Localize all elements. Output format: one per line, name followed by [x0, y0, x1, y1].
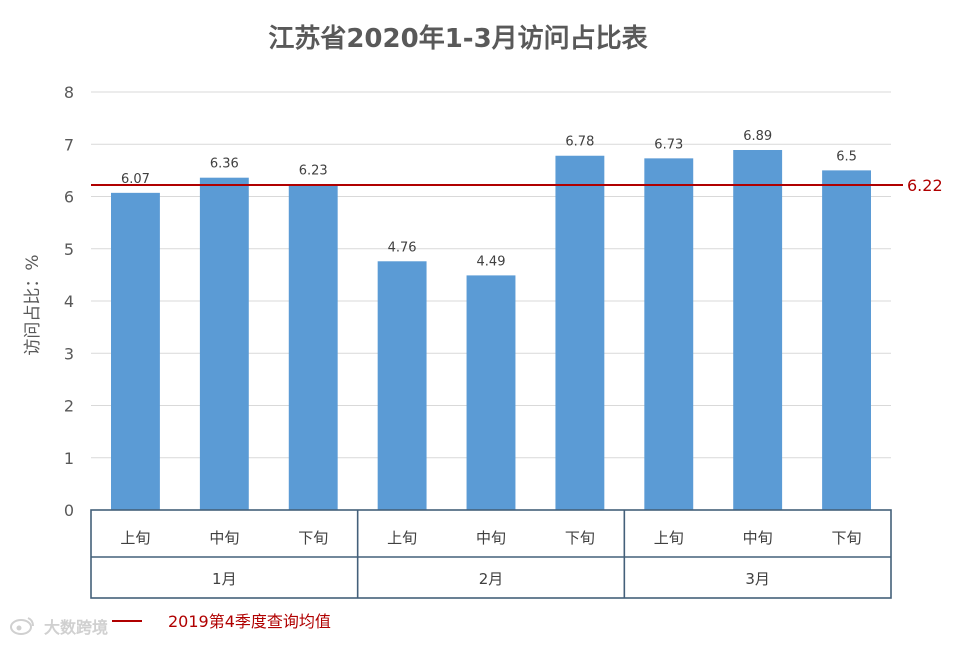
x-category-label: 中旬 — [743, 529, 773, 547]
x-category-label: 上旬 — [654, 529, 684, 547]
watermark-text: 大数跨境 — [44, 618, 108, 637]
x-category-label: 下旬 — [832, 529, 862, 547]
weibo-icon — [10, 617, 34, 635]
x-category-label: 下旬 — [298, 529, 328, 547]
y-tick-label: 5 — [64, 240, 74, 259]
x-group-label: 3月 — [745, 570, 770, 588]
data-label: 6.73 — [654, 137, 683, 152]
y-tick-label: 0 — [64, 501, 74, 520]
y-tick-label: 6 — [64, 188, 74, 207]
data-label: 4.49 — [477, 254, 506, 269]
bar — [111, 192, 160, 510]
bar — [466, 275, 516, 510]
x-category-label: 下旬 — [565, 529, 595, 547]
bar — [199, 177, 249, 510]
y-tick-label: 4 — [64, 292, 74, 311]
x-category-label: 上旬 — [120, 529, 150, 547]
legend: 2019第4季度查询均值 — [112, 612, 331, 631]
y-tick-label: 1 — [64, 449, 74, 468]
data-label: 4.76 — [388, 240, 417, 255]
data-label: 6.89 — [743, 129, 772, 144]
x-group-label: 2月 — [479, 570, 504, 588]
bar — [377, 261, 427, 510]
legend-label: 2019第4季度查询均值 — [168, 612, 331, 631]
reference-line-label: 6.22 — [907, 176, 943, 195]
bar — [555, 155, 605, 510]
x-group-label: 1月 — [212, 570, 237, 588]
watermark: 大数跨境 — [10, 617, 108, 637]
bar — [822, 170, 871, 510]
y-tick-label: 8 — [64, 83, 74, 102]
bar — [733, 149, 783, 510]
y-tick-label: 3 — [64, 344, 74, 363]
y-axis-label: 访问占比：% — [23, 254, 43, 355]
data-label: 6.5 — [836, 149, 857, 164]
bar — [288, 184, 338, 511]
y-tick-label: 2 — [64, 397, 74, 416]
data-label: 6.23 — [299, 163, 328, 178]
x-category-label: 上旬 — [387, 529, 417, 547]
y-axis-ticks: 0 1 2 3 4 5 6 7 8 — [64, 83, 74, 520]
y-tick-label: 7 — [64, 135, 74, 154]
data-label: 6.78 — [565, 135, 594, 150]
x-category-label: 中旬 — [209, 529, 239, 547]
data-labels: 6.07 6.36 6.23 4.76 4.49 6.78 6.73 6.89 6.5 — [121, 129, 857, 269]
bars — [111, 149, 871, 511]
x-category-label: 中旬 — [476, 529, 506, 547]
data-label: 6.07 — [121, 172, 150, 187]
bar — [644, 158, 694, 511]
chart-title: 江苏省2020年1-3月访问占比表 — [268, 23, 648, 54]
table-border — [90, 509, 892, 599]
category-table: 上旬 中旬 下旬 上旬 中旬 下旬 上旬 中旬 下旬 1月 2月 3月 — [90, 509, 892, 599]
data-label: 6.36 — [210, 157, 239, 172]
